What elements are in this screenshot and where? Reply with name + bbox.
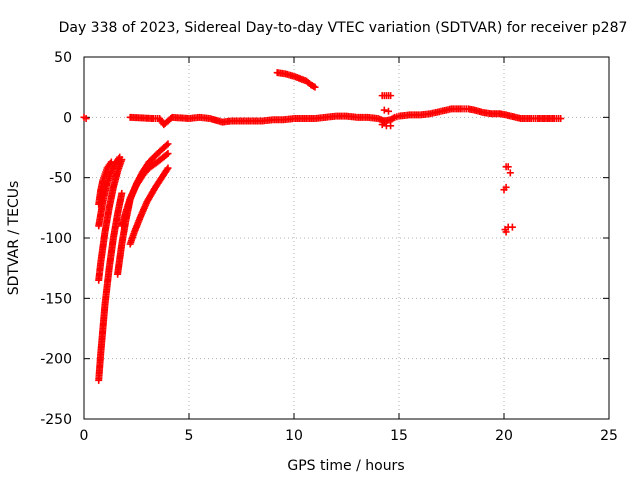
data-point	[163, 165, 171, 173]
data-point	[508, 223, 516, 231]
x-tick-label: 5	[185, 428, 194, 444]
data-point	[311, 83, 319, 91]
data-point	[106, 159, 114, 167]
x-tick-label: 20	[495, 428, 513, 444]
grid-layer	[84, 57, 609, 419]
x-axis-title: GPS time / hours	[287, 458, 404, 474]
x-tick-label: 25	[600, 428, 618, 444]
chart-title: Day 338 of 2023, Sidereal Day-to-day VTE…	[59, 20, 628, 36]
data-point	[164, 150, 172, 158]
mark-layer	[80, 69, 565, 384]
data-point	[115, 155, 123, 163]
y-tick-label: -150	[40, 291, 72, 307]
tick-layer: 0 5 10 15 20 25 -250 -200 -150 -100 -50 0 50	[40, 50, 618, 444]
data-point	[502, 228, 510, 236]
y-axis-title: SDTVAR / TECUs	[6, 181, 22, 296]
data-point	[387, 92, 395, 100]
data-point	[107, 158, 115, 166]
data-point	[389, 114, 397, 122]
data-point	[310, 82, 318, 90]
y-tick-label: -250	[40, 412, 72, 428]
y-tick-label: 0	[63, 110, 72, 126]
x-tick-label: 15	[390, 428, 408, 444]
x-tick-label: 10	[285, 428, 303, 444]
data-point	[504, 163, 512, 171]
data-point	[82, 115, 90, 123]
data-point	[557, 115, 565, 123]
y-tick-label: -200	[40, 352, 72, 368]
y-tick-label: -50	[49, 171, 72, 187]
data-point	[118, 189, 126, 197]
plot-frame	[83, 56, 610, 420]
y-tick-label: -100	[40, 231, 72, 247]
data-point	[116, 153, 124, 161]
data-point	[163, 141, 171, 149]
y-tick-label: 50	[54, 50, 72, 66]
x-tick-label: 0	[80, 428, 89, 444]
data-point	[506, 169, 514, 177]
data-point	[164, 164, 172, 172]
data-point	[163, 151, 171, 159]
data-point	[385, 107, 392, 115]
data-point	[380, 106, 388, 114]
data-point	[500, 186, 508, 194]
data-point	[387, 122, 395, 130]
data-point	[164, 140, 172, 148]
data-point	[378, 121, 386, 129]
